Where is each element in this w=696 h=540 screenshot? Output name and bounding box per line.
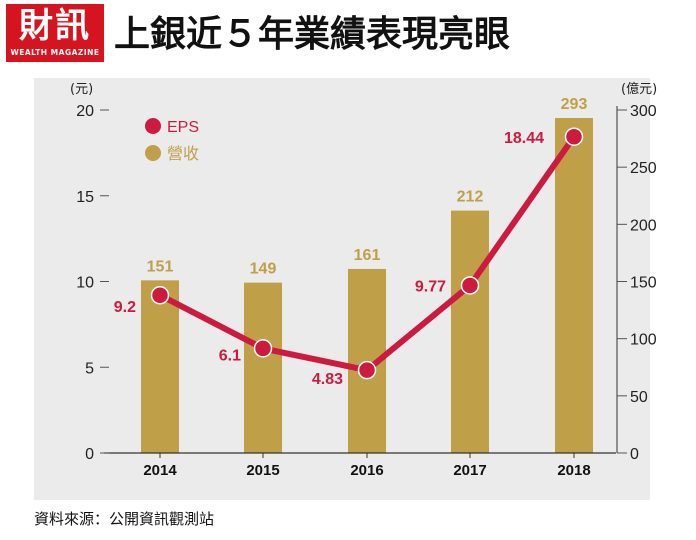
revenue-label-2018: 293 [561,96,588,113]
right-tick-label-100: 100 [630,332,657,349]
plot-background [34,78,650,500]
eps-point-2016 [357,360,377,380]
x-tick-label-2015: 2015 [246,462,279,479]
left-tick-label-15: 15 [76,189,94,206]
revenue-label-2015: 149 [250,261,277,278]
left-tick-label-10: 10 [76,275,94,292]
left-tick-label-0: 0 [85,446,94,463]
legend-eps-label: EPS [167,119,199,136]
eps-label-2015: 6.1 [219,347,241,364]
right-tick-label-250: 250 [630,160,657,177]
revenue-label-2017: 212 [457,189,484,206]
revenue-label-2014: 151 [147,258,174,275]
right-tick-label-150: 150 [630,275,657,292]
eps-point-2015 [253,339,273,358]
revenue-bar-2015 [244,282,282,453]
eps-point-2014 [150,285,170,305]
logo: 財訊 WEALTH MAGAZINE [6,4,104,62]
x-tick-label-2014: 2014 [143,462,177,479]
revenue-label-2016: 161 [354,247,381,264]
eps-label-2017: 9.77 [415,278,446,295]
left-tick-label-20: 20 [76,103,94,120]
right-tick-label-50: 50 [630,389,648,406]
eps-point-2018 [564,127,584,147]
legend-revenue-label: 營收 [167,144,199,163]
revenue-bar-2018 [555,118,593,454]
revenue-labels: 151 149 161 212 293 [147,96,588,278]
source-note: 資料來源：公開資訊觀測站 [34,510,215,528]
eps-label-2014: 9.2 [114,299,136,316]
revenue-bars [141,118,593,454]
eps-series: 9.2 6.1 4.83 9.77 18.44 [114,127,584,388]
legend-revenue-swatch [145,145,161,161]
revenue-bar-2014 [141,280,179,453]
chart-title: 上銀近５年業績表現亮眼 [114,14,511,55]
legend-eps-swatch [145,118,161,134]
eps-label-2018: 18.44 [504,130,544,147]
logo-subtitle: WEALTH MAGAZINE [10,48,100,57]
x-tick-label-2016: 2016 [350,462,383,479]
right-tick-label-0: 0 [630,446,639,463]
right-tick-label-200: 200 [630,217,657,234]
left-tick-label-5: 5 [85,360,94,377]
logo-wordmark: 財訊 [19,6,91,46]
x-tick-label-2018: 2018 [557,462,590,479]
eps-label-2016: 4.83 [312,371,343,388]
left-axis-unit: (元) [70,82,93,97]
revenue-bar-2017 [451,210,489,453]
right-axis-unit: (億元) [621,81,657,97]
axes: 2014 2015 2016 2017 201805101520050100150200… [70,81,657,479]
legend: EPS 營收 [145,118,199,163]
eps-point-2017 [460,276,480,295]
x-tick-label-2017: 2017 [453,462,486,479]
right-tick-label-300: 300 [630,103,657,120]
